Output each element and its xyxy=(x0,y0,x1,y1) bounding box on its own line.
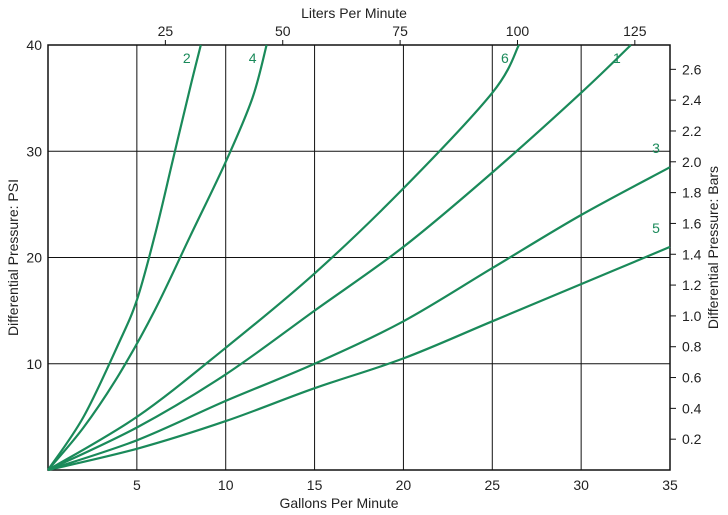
y-tick-label: 40 xyxy=(26,37,42,53)
x-tick-label: 35 xyxy=(662,477,678,493)
y2-tick-label: 2.2 xyxy=(682,123,702,139)
x-tick-label: 30 xyxy=(573,477,589,493)
y-tick-label: 20 xyxy=(26,250,42,266)
y2-tick-label: 1.8 xyxy=(682,185,702,201)
y2-tick-label: 1.4 xyxy=(682,246,702,262)
x-tick-label: 20 xyxy=(396,477,412,493)
x-tick-label: 5 xyxy=(133,477,141,493)
x2-tick-label: 50 xyxy=(275,23,291,39)
x-tick-label: 15 xyxy=(307,477,323,493)
x-axis-title: Gallons Per Minute xyxy=(279,495,398,511)
y2-tick-label: 2.4 xyxy=(682,92,702,108)
x2-tick-label: 25 xyxy=(158,23,174,39)
series-line-6 xyxy=(47,44,520,471)
series-label-5: 5 xyxy=(652,220,660,236)
y2-axis-title: Differential Pressure: Bars xyxy=(705,166,721,329)
y-axis-title: Differential Pressure: PSI xyxy=(5,179,21,336)
x2-tick-label: 100 xyxy=(506,23,530,39)
y2-tick-label: 1.2 xyxy=(682,277,702,293)
series-line-2 xyxy=(47,44,202,471)
series-label-3: 3 xyxy=(652,140,660,156)
series-label-4: 4 xyxy=(249,50,257,66)
series-line-1 xyxy=(47,44,632,471)
y2-tick-label: 1.6 xyxy=(682,215,702,231)
y2-tick-label: 0.6 xyxy=(682,370,702,386)
series-label-2: 2 xyxy=(183,50,191,66)
y2-tick-label: 0.4 xyxy=(682,400,702,416)
x-tick-label: 10 xyxy=(218,477,234,493)
x2-axis-title: Liters Per Minute xyxy=(301,5,407,21)
x2-tick-label: 75 xyxy=(392,23,408,39)
series-line-4 xyxy=(47,44,268,471)
x-tick-label: 25 xyxy=(484,477,500,493)
y2-tick-label: 0.8 xyxy=(682,339,702,355)
series-line-3 xyxy=(47,166,671,472)
y-tick-label: 10 xyxy=(26,356,42,372)
y2-tick-label: 0.2 xyxy=(682,431,702,447)
series-label-6: 6 xyxy=(501,50,509,66)
series-label-1: 1 xyxy=(613,50,621,66)
x2-tick-label: 125 xyxy=(623,23,647,39)
y2-tick-label: 2.0 xyxy=(682,154,702,170)
y2-tick-label: 1.0 xyxy=(682,308,702,324)
y-tick-label: 30 xyxy=(26,143,42,159)
series-line-5 xyxy=(47,245,671,472)
y2-tick-label: 2.6 xyxy=(682,61,702,77)
